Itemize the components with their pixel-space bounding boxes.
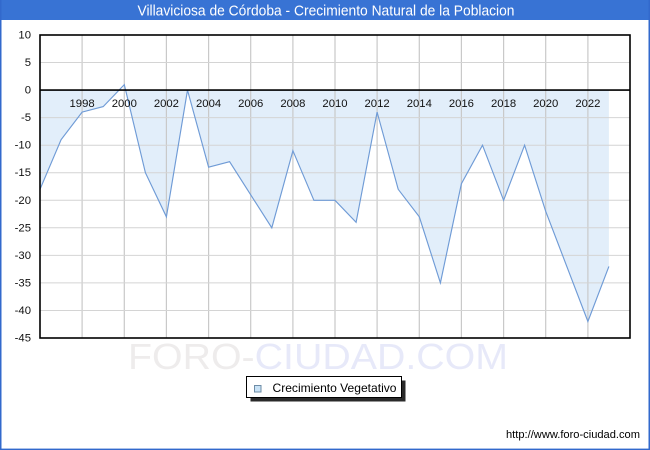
svg-text:2006: 2006 xyxy=(238,98,263,110)
svg-text:2022: 2022 xyxy=(575,98,600,110)
svg-text:2016: 2016 xyxy=(449,98,474,110)
svg-text:-25: -25 xyxy=(15,222,31,234)
svg-text:Villaviciosa de Córdoba - Crec: Villaviciosa de Córdoba - Crecimiento Na… xyxy=(138,3,515,20)
svg-text:2020: 2020 xyxy=(533,98,558,110)
svg-text:FORO-CIUDAD.COM: FORO- CIUDAD.COM xyxy=(128,336,508,377)
svg-text:http://www.foro-ciudad.com: http://www.foro-ciudad.com xyxy=(506,429,640,441)
svg-text:-40: -40 xyxy=(15,305,31,317)
svg-text:5: 5 xyxy=(25,57,31,69)
svg-text:2012: 2012 xyxy=(365,98,390,110)
svg-text:-20: -20 xyxy=(15,195,31,207)
svg-text:2014: 2014 xyxy=(407,98,432,110)
svg-text:-45: -45 xyxy=(15,333,31,345)
svg-text:-10: -10 xyxy=(15,140,31,152)
svg-text:-15: -15 xyxy=(15,167,31,179)
svg-text:2004: 2004 xyxy=(196,98,221,110)
svg-text:-30: -30 xyxy=(15,250,31,262)
svg-text:2000: 2000 xyxy=(112,98,137,110)
svg-text:Crecimiento Vegetativo: Crecimiento Vegetativo xyxy=(273,381,397,395)
svg-text:2018: 2018 xyxy=(491,98,516,110)
svg-text:0: 0 xyxy=(25,85,31,97)
svg-text:2010: 2010 xyxy=(322,98,347,110)
svg-text:1998: 1998 xyxy=(70,98,95,110)
svg-text:-5: -5 xyxy=(21,112,31,124)
svg-text:2008: 2008 xyxy=(280,98,305,110)
svg-text:2002: 2002 xyxy=(154,98,179,110)
svg-text:-35: -35 xyxy=(15,277,31,289)
svg-text:10: 10 xyxy=(18,30,31,42)
